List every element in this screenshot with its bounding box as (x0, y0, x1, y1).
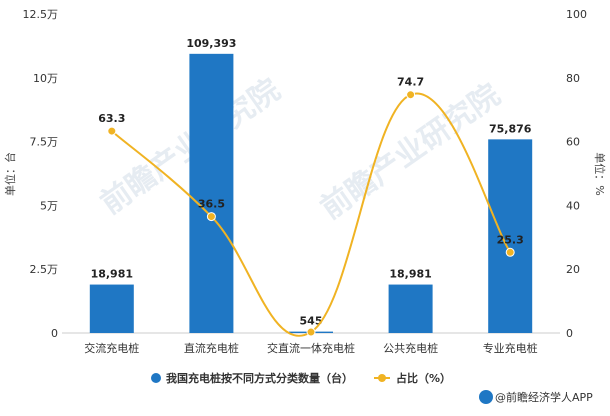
right-tick-label: 20 (566, 263, 580, 276)
line-point (107, 126, 117, 136)
x-axis-categories: 交流充电桩 直流充电桩 交直流一体充电桩 公共充电桩 专业充电桩 (84, 341, 537, 355)
category-label: 专业充电桩 (483, 341, 538, 355)
line-value-label: 63.3 (98, 112, 125, 125)
bar (388, 284, 433, 333)
bar-value-label: 18,981 (389, 268, 431, 281)
right-axis-title: 单位：% (593, 152, 607, 195)
credit-badge: @前瞻经济学人APP (479, 390, 593, 404)
bar-value-label: 109,393 (186, 37, 236, 50)
line-value-label: 36.5 (198, 198, 225, 211)
category-label: 交流充电桩 (84, 341, 139, 355)
legend: 我国充电桩按不同方式分类数量（台） 占比（%） (151, 371, 451, 385)
watermark-text: 前瞻产业研究院 (315, 77, 507, 226)
line-point (505, 247, 515, 257)
credit-text: @前瞻经济学人APP (495, 390, 593, 404)
left-tick-label: 0 (51, 327, 58, 340)
right-tick-label: 80 (566, 72, 580, 85)
right-tick-label: 60 (566, 136, 580, 149)
bar-series: 18,981 109,393 545 18,981 75,876 (89, 37, 533, 333)
legend-line-label: 占比（%） (396, 371, 451, 385)
category-label: 交直流一体充电桩 (267, 341, 355, 355)
line-point (206, 212, 216, 222)
line-value-label: 74.7 (397, 76, 424, 89)
left-tick-label: 7.5万 (30, 136, 59, 149)
legend-line-marker (378, 374, 386, 382)
line-point (306, 327, 316, 337)
legend-bar-marker (151, 373, 161, 383)
watermark-layer: 前瞻产业研究院前瞻产业研究院 (95, 72, 507, 226)
right-tick-label: 100 (566, 8, 587, 21)
left-tick-label: 5万 (40, 199, 58, 212)
app-logo-icon (479, 390, 493, 404)
right-tick-label: 40 (566, 199, 580, 212)
left-tick-label: 12.5万 (23, 8, 59, 21)
category-label: 公共充电桩 (383, 341, 438, 355)
line-path (111, 92, 512, 337)
line-value-label: 25.3 (497, 233, 524, 246)
line-point (406, 90, 416, 100)
line-series: 63.3 36.5 74.7 25.3 (98, 76, 524, 337)
left-axis-title: 单位：台 (3, 152, 17, 196)
bar (488, 139, 533, 333)
category-label: 直流充电桩 (184, 341, 239, 355)
left-tick-label: 10万 (33, 72, 58, 85)
bar-value-label: 545 (300, 315, 323, 328)
bar-value-label: 18,981 (91, 268, 133, 281)
right-axis-ticks: 0 20 40 60 80 100 (566, 8, 587, 340)
bar (89, 284, 134, 333)
right-tick-label: 0 (566, 327, 573, 340)
left-axis-ticks: 0 2.5万 5万 7.5万 10万 12.5万 (23, 8, 59, 340)
left-tick-label: 2.5万 (30, 263, 59, 276)
bar-value-label: 75,876 (489, 122, 532, 135)
legend-bar-label: 我国充电桩按不同方式分类数量（台） (166, 371, 353, 385)
bar (189, 53, 234, 333)
